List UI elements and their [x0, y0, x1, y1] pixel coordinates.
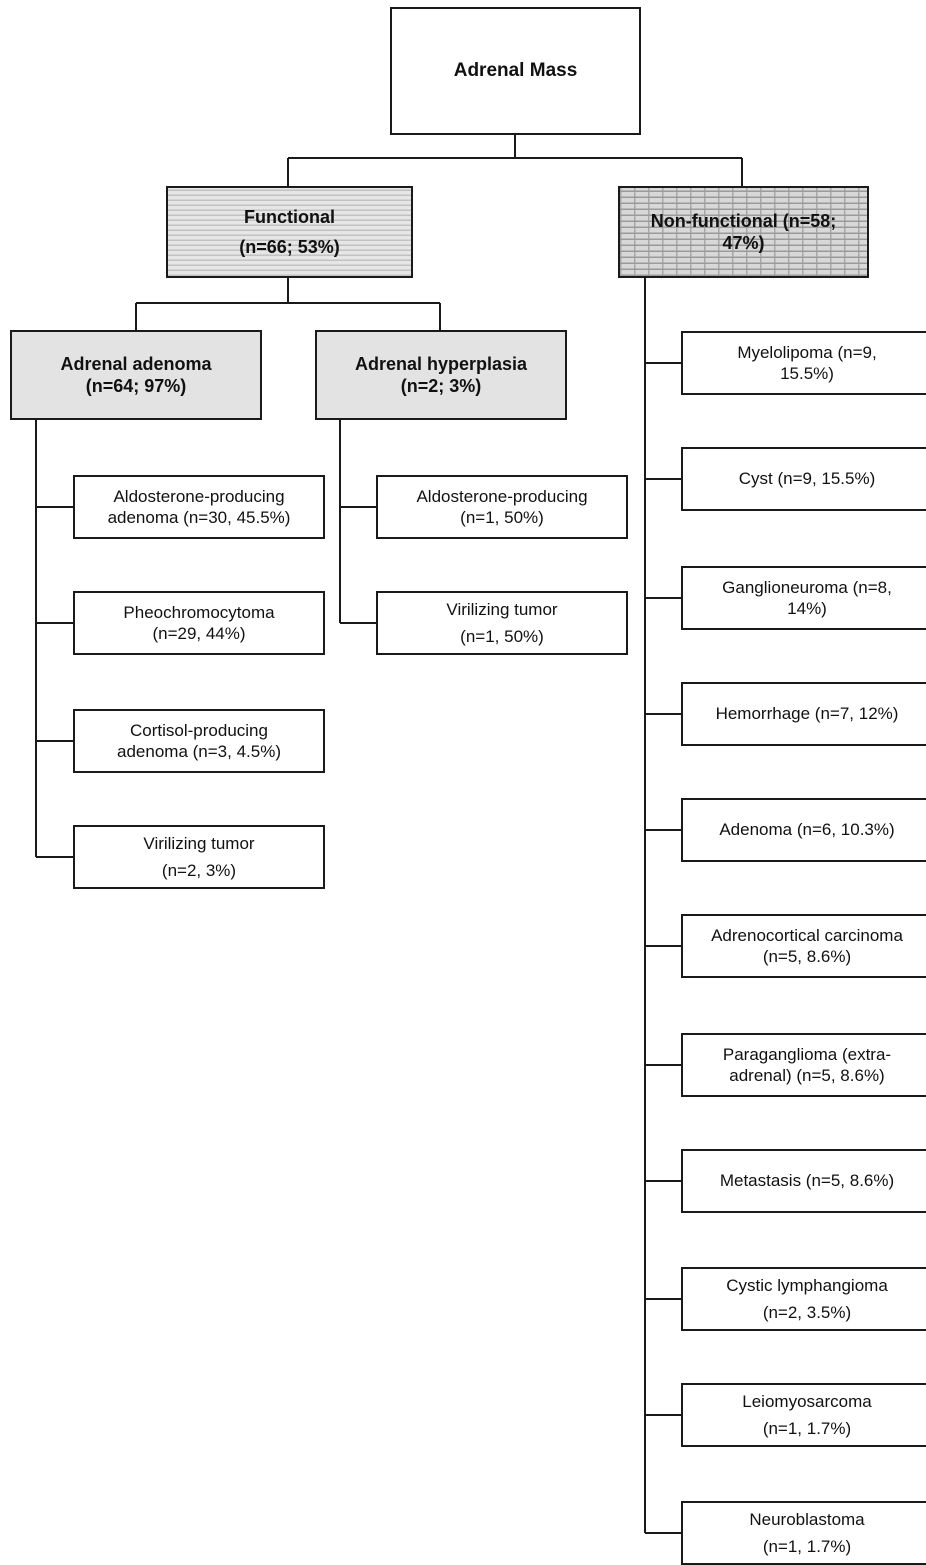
nonfunctional-leaf: Adrenocortical carcinoma (n=5, 8.6%) — [681, 914, 926, 978]
adrenal-adenoma-label: Adrenal adenoma — [60, 353, 212, 374]
nonfunctional-leaf: Adenoma (n=6, 10.3%) — [681, 798, 926, 862]
leaf-line2: adenoma (n=30, 45.5%) — [107, 508, 291, 527]
leaf-line1: Adrenocortical carcinoma — [711, 925, 903, 945]
leaf-line2: adrenal) (n=5, 8.6%) — [729, 1066, 885, 1085]
leaf-line1: Virilizing tumor — [446, 599, 558, 619]
nonfunctional-leaf: Neuroblastoma (n=1, 1.7%) — [681, 1501, 926, 1565]
functional-count: (n=66; 53%) — [239, 237, 340, 257]
leaf-line1: Ganglioneuroma (n=8, — [722, 577, 892, 597]
nonfunctional-count: 47%) — [722, 233, 765, 253]
leaf-line2: (n=2, 3.5%) — [762, 1303, 852, 1322]
nonfunctional-node: Non-functional (n=58; 47%) — [618, 186, 869, 278]
leaf-line1: Leiomyosarcoma — [742, 1391, 872, 1411]
leaf-line2: (n=1, 1.7%) — [762, 1419, 852, 1438]
leaf-line1: Cortisol-producing — [130, 720, 268, 740]
nonfunctional-leaf: Paraganglioma (extra- adrenal) (n=5, 8.6… — [681, 1033, 926, 1097]
leaf-line1: Aldosterone-producing — [416, 486, 588, 506]
hyperplasia-leaf: Virilizing tumor (n=1, 50%) — [376, 591, 628, 655]
leaf-line1: Aldosterone-producing — [113, 486, 285, 506]
adrenal-hyperplasia-label: Adrenal hyperplasia — [354, 353, 528, 374]
nonfunctional-leaf: Metastasis (n=5, 8.6%) — [681, 1149, 926, 1213]
leaf-line1: Paraganglioma (extra- — [722, 1044, 892, 1064]
nonfunctional-leaf: Cyst (n=9, 15.5%) — [681, 447, 926, 511]
leaf-line2: 15.5%) — [780, 364, 834, 383]
adrenal-adenoma-node: Adrenal adenoma (n=64; 97%) — [10, 330, 262, 420]
nonfunctional-leaf: Cystic lymphangioma (n=2, 3.5%) — [681, 1267, 926, 1331]
root-node: Adrenal Mass — [390, 7, 641, 135]
leaf-line1: Pheochromocytoma — [123, 602, 275, 622]
leaf-line1: Metastasis (n=5, 8.6%) — [719, 1171, 895, 1191]
adenoma-leaf: Cortisol-producing adenoma (n=3, 4.5%) — [73, 709, 325, 773]
adenoma-leaf: Aldosterone-producing adenoma (n=30, 45.… — [73, 475, 325, 539]
functional-label: Functional — [244, 206, 335, 227]
leaf-line2: (n=2, 3%) — [161, 861, 237, 880]
hyperplasia-leaf: Aldosterone-producing (n=1, 50%) — [376, 475, 628, 539]
nonfunctional-label: Non-functional (n=58; — [650, 210, 837, 231]
leaf-line2: (n=5, 8.6%) — [762, 947, 852, 966]
functional-node: Functional (n=66; 53%) — [166, 186, 413, 278]
root-title: Adrenal Mass — [453, 60, 578, 82]
leaf-line1: Cyst (n=9, 15.5%) — [738, 469, 876, 489]
nonfunctional-leaf: Leiomyosarcoma (n=1, 1.7%) — [681, 1383, 926, 1447]
leaf-line2: (n=1, 1.7%) — [762, 1537, 852, 1556]
adrenal-adenoma-count: (n=64; 97%) — [85, 376, 187, 396]
leaf-line1: Virilizing tumor — [143, 833, 255, 853]
adrenal-hyperplasia-node: Adrenal hyperplasia (n=2; 3%) — [315, 330, 567, 420]
nonfunctional-leaf: Hemorrhage (n=7, 12%) — [681, 682, 926, 746]
leaf-line2: adenoma (n=3, 4.5%) — [117, 742, 281, 761]
adenoma-leaf: Pheochromocytoma (n=29, 44%) — [73, 591, 325, 655]
leaf-line2: (n=1, 50%) — [460, 627, 544, 646]
leaf-line1: Hemorrhage (n=7, 12%) — [715, 704, 899, 724]
leaf-line1: Adenoma (n=6, 10.3%) — [719, 820, 895, 840]
leaf-line1: Myelolipoma (n=9, — [737, 342, 877, 362]
leaf-line1: Neuroblastoma — [749, 1509, 865, 1529]
leaf-line2: (n=29, 44%) — [152, 624, 246, 643]
leaf-line2: 14%) — [787, 599, 827, 618]
adrenal-hyperplasia-count: (n=2; 3%) — [400, 376, 482, 396]
leaf-line2: (n=1, 50%) — [460, 508, 544, 527]
nonfunctional-leaf: Ganglioneuroma (n=8, 14%) — [681, 566, 926, 630]
leaf-line1: Cystic lymphangioma — [726, 1275, 888, 1295]
adenoma-leaf: Virilizing tumor (n=2, 3%) — [73, 825, 325, 889]
nonfunctional-leaf: Myelolipoma (n=9, 15.5%) — [681, 331, 926, 395]
